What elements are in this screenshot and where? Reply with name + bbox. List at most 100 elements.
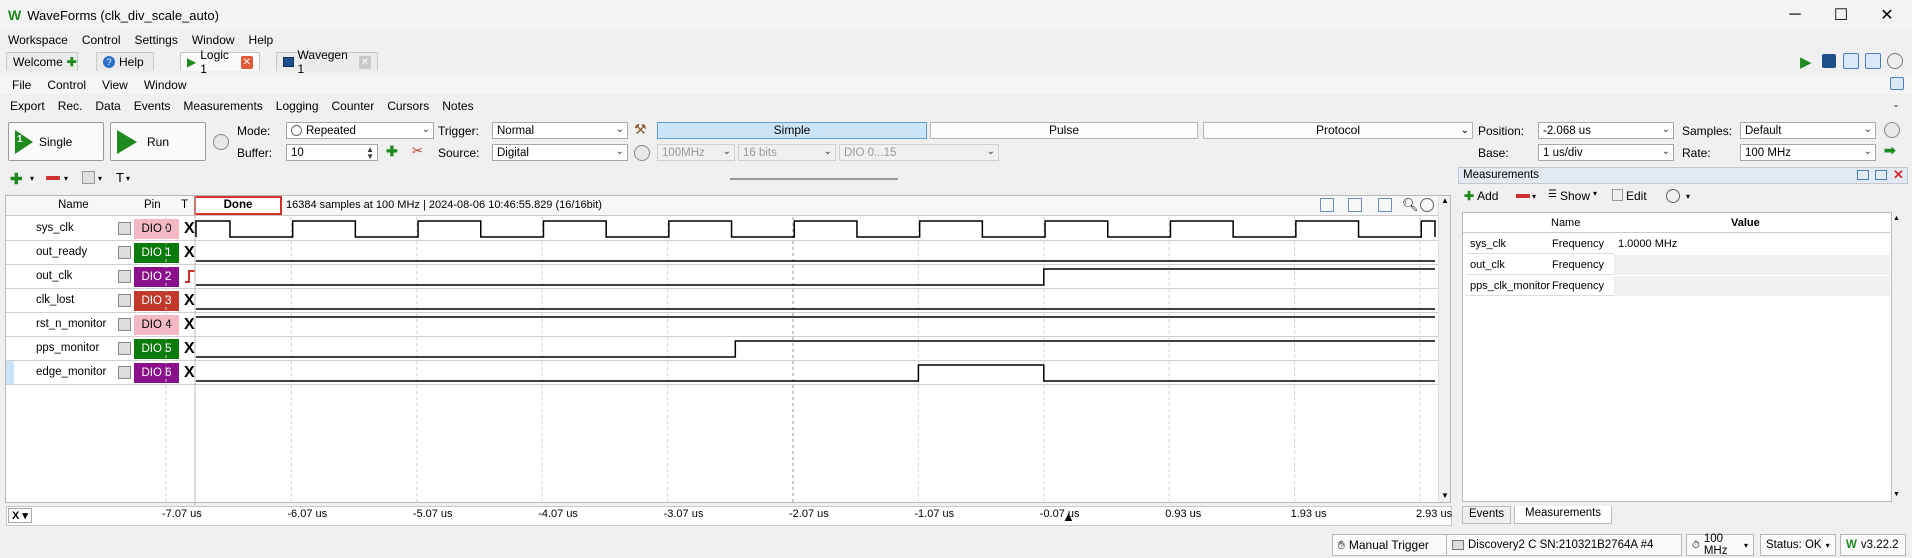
menu-view[interactable]: View xyxy=(102,78,128,92)
remove-channel-icon[interactable] xyxy=(46,176,60,180)
scroll-up-icon[interactable]: ▲ xyxy=(1441,196,1449,205)
maximize-panel-icon[interactable] xyxy=(1875,170,1887,180)
channel-edit-icon[interactable] xyxy=(118,270,131,283)
channel-row[interactable]: clk_lost DIO 3 X xyxy=(6,289,1443,313)
menu-help[interactable]: Help xyxy=(248,33,274,47)
zoom-icon[interactable]: 🔍︎ xyxy=(1402,197,1419,212)
close-button[interactable]: ✕ xyxy=(1880,7,1894,24)
remove-measurement-icon[interactable] xyxy=(1516,194,1530,198)
channel-edit-icon[interactable] xyxy=(118,342,131,355)
menu-instrument-window[interactable]: Window xyxy=(143,78,187,92)
tab-measurements[interactable]: Measurements xyxy=(1514,506,1613,524)
x-axis-select[interactable]: X ▾ xyxy=(8,508,32,523)
trigger-select[interactable]: Normal ⌄ xyxy=(492,122,628,139)
chevron-down-icon[interactable]: ▾ xyxy=(126,174,131,183)
menu-control[interactable]: Control xyxy=(81,33,121,47)
channel-trigger-icon[interactable]: X xyxy=(184,244,195,261)
toolbar-events[interactable]: Events xyxy=(133,99,171,113)
channel-edit-icon[interactable] xyxy=(118,318,131,331)
channel-trigger-icon[interactable] xyxy=(184,268,196,289)
menu-instrument-control[interactable]: Control xyxy=(47,78,87,92)
toolbar-counter[interactable]: Counter xyxy=(331,99,375,113)
toolbar-export[interactable]: Export xyxy=(10,99,45,113)
clear-buffer-icon[interactable]: ✂ xyxy=(412,143,423,158)
cascade-icon[interactable] xyxy=(1843,53,1859,69)
menu-window[interactable]: Window xyxy=(191,33,235,47)
single-button[interactable]: 1 Single xyxy=(8,122,104,161)
add-channel-icon[interactable]: ✚ xyxy=(10,171,23,188)
add-measurement-button[interactable]: ✚ Add xyxy=(1464,189,1498,203)
trigger-settings-gear-icon[interactable] xyxy=(634,145,650,161)
toolbar-rec[interactable]: Rec. xyxy=(57,99,83,113)
mode-select[interactable]: Repeated ⌄ xyxy=(286,122,434,139)
trigger-mode-protocol[interactable]: Protocol ⌄ xyxy=(1203,122,1473,139)
stop-all-icon[interactable] xyxy=(1822,54,1836,68)
scroll-down-icon[interactable]: ▼ xyxy=(1441,491,1449,500)
channel-edit-icon[interactable] xyxy=(118,222,131,235)
channel-row[interactable]: pps_monitor DIO 5 X xyxy=(6,337,1443,361)
clock-button[interactable]: ⏱︎ 100 MHz ▾ xyxy=(1686,533,1754,557)
view-settings-gear-icon[interactable] xyxy=(1420,198,1434,212)
show-button[interactable]: ☰ Show ▾ xyxy=(1548,189,1597,203)
samples-select[interactable]: Default ⌄ xyxy=(1740,122,1876,139)
text-tool-icon[interactable]: T xyxy=(116,170,124,185)
measurement-row[interactable]: sys_clk Frequency 1.0000 MHz xyxy=(1466,234,1891,254)
chevron-down-icon[interactable]: ▾ xyxy=(1686,192,1691,201)
minimize-button[interactable]: ─ xyxy=(1789,6,1801,23)
chevron-down-icon[interactable]: ▾ xyxy=(64,174,69,183)
tab-help[interactable]: ? Help xyxy=(96,52,154,71)
toolbar-notes[interactable]: Notes xyxy=(442,99,474,113)
tab-logic-1[interactable]: ▶ Logic 1 ✕ xyxy=(180,48,260,76)
dock-icon[interactable] xyxy=(1890,77,1904,90)
edit-channel-icon[interactable] xyxy=(82,171,95,184)
trigger-position-marker-icon[interactable]: ▲ xyxy=(1062,509,1075,524)
channel-edit-icon[interactable] xyxy=(118,294,131,307)
toolbar-logging[interactable]: Logging xyxy=(275,99,319,113)
chevron-down-icon[interactable]: ▾ xyxy=(98,174,103,183)
buffer-spinbox[interactable]: 10 ▲ ▼ xyxy=(286,144,378,161)
channel-row[interactable]: sys_clk DIO 0 X xyxy=(6,217,1443,241)
rate-select[interactable]: 100 MHz ⌄ xyxy=(1740,144,1876,161)
version-button[interactable]: W v3.22.2 xyxy=(1840,534,1906,556)
splitter-handle[interactable] xyxy=(730,178,898,180)
acquisition-settings-gear-icon[interactable] xyxy=(213,134,229,150)
close-tab-icon[interactable]: ✕ xyxy=(358,55,371,69)
device-button[interactable]: Discovery2 C SN:210321B2764A #4 xyxy=(1446,534,1682,556)
measurement-row[interactable]: out_clk Frequency xyxy=(1466,255,1891,275)
scroll-down-icon[interactable]: ▼ xyxy=(1893,491,1900,498)
channel-row[interactable]: edge_monitor DIO 6 X xyxy=(6,361,1443,385)
time-settings-gear-icon[interactable] xyxy=(1884,122,1900,138)
maximize-button[interactable]: ☐ xyxy=(1833,7,1849,24)
channel-edit-icon[interactable] xyxy=(118,366,131,379)
scroll-up-icon[interactable]: ▲ xyxy=(1893,215,1900,222)
arrow-right-icon[interactable]: ➡ xyxy=(1884,142,1896,158)
spin-arrows-icon[interactable]: ▲ ▼ xyxy=(366,145,374,161)
chevron-down-icon[interactable]: ▾ xyxy=(1532,192,1537,201)
measurement-settings-gear-icon[interactable] xyxy=(1666,189,1680,203)
tile-icon[interactable] xyxy=(1865,53,1881,69)
collapse-toolbar-icon[interactable]: - xyxy=(1894,98,1898,112)
run-button[interactable]: Run xyxy=(110,122,206,161)
close-panel-icon[interactable]: ✕ xyxy=(1893,167,1904,182)
channel-edit-icon[interactable] xyxy=(118,246,131,259)
run-all-icon[interactable]: ▶ xyxy=(1800,54,1812,71)
trigger-mode-pulse[interactable]: Pulse xyxy=(930,122,1198,139)
channel-row[interactable]: out_ready DIO 1 X xyxy=(6,241,1443,265)
status-button[interactable]: Status: OK ▾ xyxy=(1760,534,1836,556)
tab-wavegen-1[interactable]: Wavegen 1 ✕ xyxy=(276,48,378,76)
toolbar-cursors[interactable]: Cursors xyxy=(387,99,430,113)
tab-events[interactable]: Events xyxy=(1462,506,1512,524)
add-buffer-icon[interactable]: ✚ xyxy=(386,143,398,159)
base-select[interactable]: 1 us/div ⌄ xyxy=(1538,144,1674,161)
channel-row[interactable]: out_clk DIO 2 xyxy=(6,265,1443,289)
fit-icon[interactable] xyxy=(1348,198,1362,212)
tab-welcome[interactable]: Welcome ✚ xyxy=(6,52,78,71)
float-icon[interactable] xyxy=(1857,170,1869,180)
menu-workspace[interactable]: Workspace xyxy=(8,33,68,47)
measurement-row[interactable]: pps_clk_monitor Frequency xyxy=(1466,276,1891,296)
toolbar-measurements[interactable]: Measurements xyxy=(183,99,263,113)
trigger-mode-simple[interactable]: Simple xyxy=(657,122,927,139)
measure-icon[interactable] xyxy=(1378,198,1392,212)
settings-gear-icon[interactable] xyxy=(1887,53,1903,69)
toolbar-data[interactable]: Data xyxy=(95,99,121,113)
